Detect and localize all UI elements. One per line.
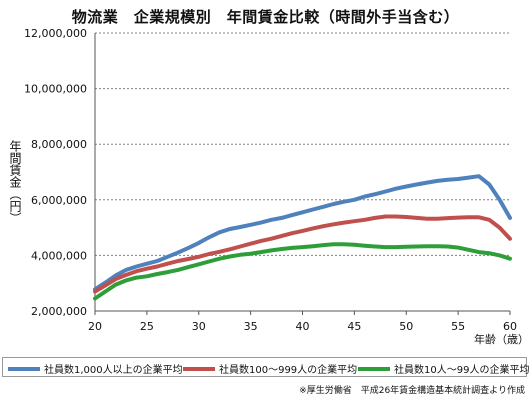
- x-tick-labels: 20 25 30 35 40 45 50 55 60: [88, 320, 517, 333]
- legend-item-large: 社員数1,000人以上の企業平均: [8, 361, 183, 376]
- series-line-2: [93, 242, 512, 301]
- y-tick-label: 2,000,000: [31, 305, 87, 318]
- y-tick-labels: 2,000,000 4,000,000 6,000,000 8,000,000 10,0…: [24, 27, 87, 318]
- x-tick-label: 30: [192, 320, 206, 333]
- legend-label-medium: 社員数100～999人の企業平均: [219, 365, 358, 376]
- legend-swatch-large: [8, 366, 40, 371]
- y-tick-label: 6,000,000: [31, 194, 87, 207]
- source-note: ※厚生労働省 平成26年賃金構造基本統計調査より作成: [299, 386, 525, 396]
- x-tick-label: 55: [451, 320, 465, 333]
- y-tick-label: 4,000,000: [31, 249, 87, 262]
- series-line-0: [93, 174, 512, 292]
- series-lines: [93, 174, 512, 301]
- x-axis-label: 年齢（歳）: [474, 332, 529, 346]
- x-tick-label: 40: [296, 320, 310, 333]
- y-axis-label: 年間賃金（円）: [8, 140, 22, 224]
- legend-swatch-medium: [183, 366, 215, 371]
- legend-swatch-small: [358, 366, 390, 371]
- x-tick-label: 60: [503, 320, 517, 333]
- y-tick-label: 12,000,000: [24, 27, 87, 40]
- legend: 社員数1,000人以上の企業平均 社員数100～999人の企業平均 社員数10人…: [2, 357, 529, 377]
- gridlines: [94, 32, 511, 315]
- x-tick-label: 25: [140, 320, 154, 333]
- series-line-1: [93, 214, 512, 294]
- x-tick-label: 20: [88, 320, 102, 333]
- legend-label-small: 社員数10人～99人の企業平均: [394, 365, 530, 376]
- x-tick-label: 45: [347, 320, 361, 333]
- legend-item-medium: 社員数100～999人の企業平均: [183, 361, 357, 376]
- y-tick-label: 8,000,000: [31, 138, 87, 151]
- chart-title: 物流業 企業規模別 年間賃金比較（時間外手当含む）: [71, 8, 460, 26]
- x-tick-label: 35: [244, 320, 258, 333]
- legend-label-large: 社員数1,000人以上の企業平均: [44, 365, 183, 376]
- legend-item-small: 社員数10人～99人の企業平均: [358, 361, 529, 376]
- y-tick-label: 10,000,000: [24, 83, 87, 96]
- x-tick-label: 50: [399, 320, 413, 333]
